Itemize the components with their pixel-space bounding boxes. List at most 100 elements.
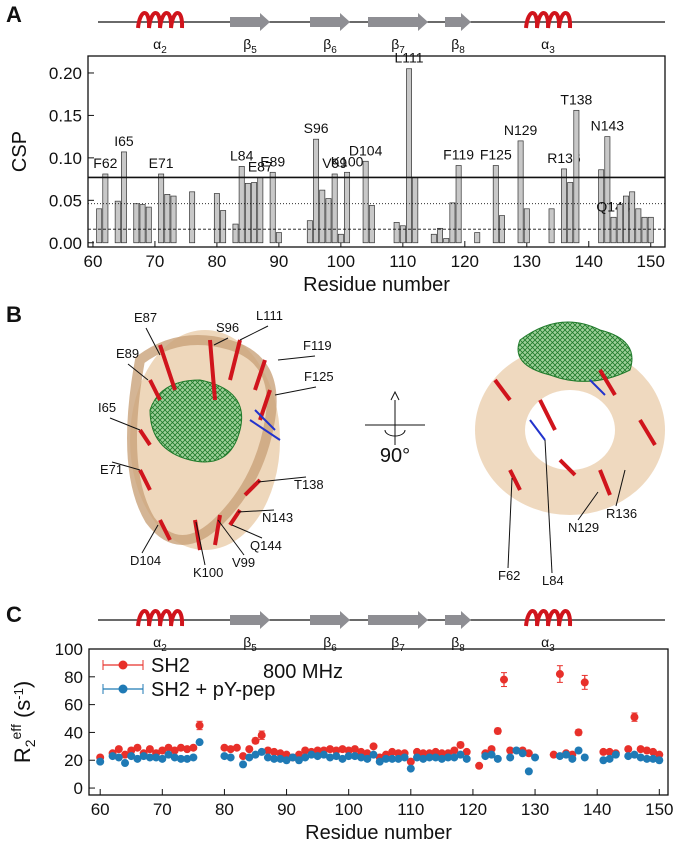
bar (561, 168, 567, 244)
bar (213, 193, 220, 244)
bar-label: S96 (304, 120, 329, 136)
x-tick-label: 110 (389, 252, 416, 271)
structure-letter: α (153, 36, 161, 52)
y-axis-label: R2eff (s-1) (8, 681, 38, 763)
residue-label: T138 (294, 477, 324, 492)
data-point (338, 745, 347, 754)
data-point (276, 754, 285, 763)
data-point (450, 746, 459, 755)
bar (567, 182, 574, 244)
structure-label: α2 (153, 36, 167, 56)
data-point (437, 749, 446, 758)
bar (610, 216, 617, 244)
data-point (413, 747, 422, 756)
data-point (158, 754, 167, 763)
y-axis-label-part: -1 (11, 688, 26, 700)
bar (604, 136, 611, 244)
label-pointer (544, 439, 553, 574)
data-point (456, 740, 465, 749)
x-tick-label: 140 (575, 252, 603, 271)
residue-label: N143 (262, 510, 293, 525)
data-point (531, 753, 540, 762)
legend-marker (118, 660, 128, 670)
structure-label: β5 (243, 634, 257, 654)
bar-label: F119 (443, 147, 474, 163)
data-point (524, 767, 533, 776)
bar-label: L111 (394, 50, 423, 66)
data-point (611, 750, 620, 759)
bar (635, 208, 642, 244)
residue-label: L84 (542, 573, 564, 588)
data-point (655, 750, 664, 759)
data-point (375, 757, 384, 766)
bar-label: K100 (331, 153, 364, 169)
data-point (624, 752, 633, 761)
structure-label: β7 (391, 634, 405, 654)
structure-letter: α (541, 634, 549, 650)
data-point (326, 753, 335, 762)
data-point (108, 752, 117, 761)
structure-label: α3 (541, 634, 555, 654)
data-point (524, 749, 533, 758)
bar (430, 233, 437, 244)
residue-label: R136 (606, 506, 637, 521)
data-point (406, 764, 415, 773)
data-point (232, 743, 241, 752)
data-point (332, 746, 341, 755)
bar (158, 173, 165, 244)
y-tick-label: 20 (64, 751, 83, 770)
data-point (419, 749, 428, 758)
data-point (332, 752, 341, 761)
legend-label: SH2 (151, 655, 190, 677)
data-point (462, 747, 471, 756)
data-point (195, 738, 204, 747)
bar (244, 182, 251, 244)
label-pointer (217, 519, 245, 556)
x-tick-label: 120 (459, 800, 487, 819)
y-tick-label: 100 (55, 640, 83, 659)
data-point (257, 731, 266, 740)
bar (523, 208, 530, 244)
data-point (636, 753, 645, 762)
bar (170, 195, 177, 244)
label-pointer (507, 477, 513, 569)
residue-label: E71 (100, 462, 123, 477)
bar (331, 173, 338, 244)
x-tick-label: 150 (637, 252, 665, 271)
data-point (599, 747, 608, 756)
structure-letter: β (323, 36, 331, 52)
data-point (127, 752, 136, 761)
data-point (630, 713, 639, 722)
bar (598, 169, 605, 244)
structure-right (475, 321, 665, 515)
structure-label: β8 (451, 634, 465, 654)
data-point (562, 750, 571, 759)
plot-frame (88, 648, 669, 796)
data-point (127, 746, 136, 755)
strand-arrow (230, 611, 270, 629)
bar (641, 216, 648, 244)
structure-label: α2 (153, 634, 167, 654)
x-axis-label: Residue number (303, 274, 450, 296)
x-tick-label: 60 (83, 252, 102, 271)
data-point (145, 753, 154, 762)
data-point (226, 745, 235, 754)
structure-label: β8 (451, 36, 465, 56)
strand-arrow (368, 611, 428, 629)
bar-label: D104 (349, 142, 383, 158)
data-point (319, 750, 328, 759)
data-point (282, 756, 291, 765)
bar (616, 204, 623, 244)
data-point (555, 752, 564, 761)
y-tick-label: 40 (64, 723, 83, 742)
data-point (357, 753, 366, 762)
strand-arrow (445, 611, 471, 629)
data-point (326, 745, 335, 754)
data-point (263, 753, 272, 762)
data-point (245, 753, 254, 762)
data-point (394, 749, 403, 758)
structure-label: β6 (323, 634, 337, 654)
data-point (431, 753, 440, 762)
data-point (549, 750, 558, 759)
data-point (599, 756, 608, 765)
